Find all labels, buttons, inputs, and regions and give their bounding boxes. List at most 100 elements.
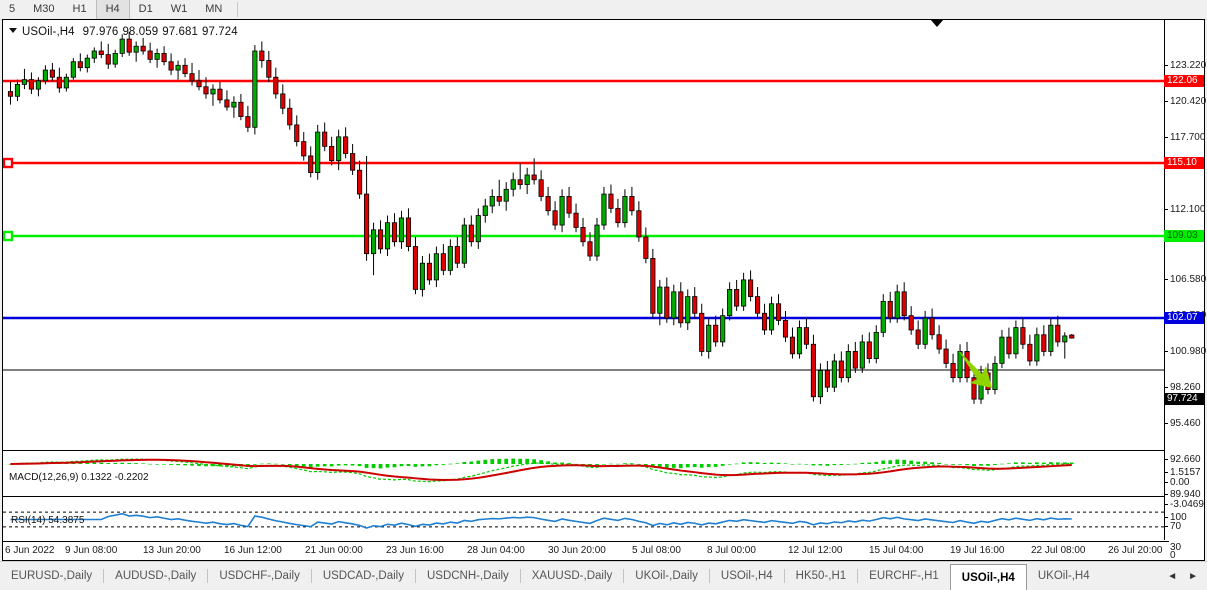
- symbol-tab-ukoilh4[interactable]: UKOil-,H4: [1037, 570, 1090, 582]
- macd-histogram-bar: [148, 463, 152, 465]
- candle: [943, 339, 949, 369]
- price-line-handle-resistance-2[interactable]: [3, 157, 14, 169]
- macd-histogram-bar: [993, 464, 997, 466]
- macd-histogram-bar: [280, 464, 285, 465]
- candle: [775, 294, 782, 326]
- macd-histogram-bar: [511, 458, 516, 464]
- macd-histogram-bar: [525, 458, 530, 464]
- macd-histogram-bar: [190, 464, 194, 466]
- candle: [643, 227, 649, 264]
- symbol-tab-audusddaily[interactable]: AUDUSD-,Daily: [115, 570, 197, 582]
- macd-histogram-bar: [176, 464, 180, 466]
- candle: [510, 172, 516, 197]
- price-line-label-resistance-1[interactable]: 122.06: [1164, 75, 1204, 87]
- chevron-down-icon[interactable]: [9, 28, 17, 33]
- price-line-label-support-1[interactable]: 109.03: [1164, 230, 1204, 242]
- candle: [908, 306, 914, 335]
- symbol-tab-usdchfdaily[interactable]: USDCHF-,Daily: [219, 570, 300, 582]
- symbol-tab-ukoildaily[interactable]: UKOil-,Daily: [635, 570, 698, 582]
- macd-indicator-pane[interactable]: [3, 450, 1169, 496]
- axis-tick-label: 1.5157: [1170, 467, 1201, 478]
- candle: [84, 54, 90, 73]
- timeframe-w1[interactable]: W1: [170, 3, 188, 15]
- macd-histogram-bar: [64, 463, 69, 465]
- candle: [63, 73, 69, 92]
- axis-tick-label: 100.980: [1170, 346, 1207, 357]
- candle: [915, 320, 921, 350]
- candle: [384, 215, 391, 257]
- candle: [573, 203, 579, 233]
- candle: [447, 239, 453, 276]
- macd-line: [10, 458, 1072, 483]
- candle: [14, 79, 21, 102]
- time-axis-label: 16 Jun 12:00: [224, 545, 282, 556]
- price-line-handle-support-1[interactable]: [3, 230, 14, 242]
- candle: [329, 136, 335, 166]
- timeframe-d1[interactable]: D1: [138, 3, 153, 15]
- symbol-tab-usoilh4[interactable]: USOil-,H4: [949, 564, 1027, 590]
- price-scale[interactable]: 123.220120.420117.700112.100106.580103.7…: [1164, 20, 1207, 561]
- price-line-label-support-2[interactable]: 102.07: [1164, 312, 1204, 324]
- axis-tick-label: 89.940: [1170, 489, 1201, 500]
- candle: [887, 291, 893, 323]
- symbol-tab-usdcaddaily[interactable]: USDCAD-,Daily: [322, 570, 404, 582]
- macd-histogram-bar: [155, 464, 159, 465]
- macd-histogram-bar: [532, 459, 537, 464]
- candle: [678, 282, 684, 328]
- tab-scroll-right-icon[interactable]: ►: [1188, 570, 1198, 582]
- macd-histogram-bar: [308, 464, 313, 468]
- candle: [1034, 327, 1040, 366]
- candle: [699, 303, 705, 357]
- candle: [391, 213, 398, 247]
- tab-separator: [708, 569, 710, 583]
- macd-caption: MACD(12,26,9) 0.1322 -0.2202: [9, 472, 149, 483]
- candle: [566, 186, 572, 218]
- candle: [482, 198, 488, 223]
- rsi-indicator-pane[interactable]: [3, 496, 1169, 542]
- candle: [42, 65, 48, 85]
- price-line-label-resistance-2[interactable]: 115.10: [1164, 157, 1204, 169]
- macd-histogram-bar: [476, 460, 481, 464]
- tab-separator: [207, 569, 209, 583]
- time-axis-label: 21 Jun 00:00: [305, 545, 363, 556]
- axis-tick-mark: [1164, 459, 1168, 460]
- symbol-tab-hk50h1[interactable]: HK50-,H1: [795, 570, 847, 582]
- tab-separator: [519, 569, 521, 583]
- down-right-arrow-annotation[interactable]: [956, 348, 996, 393]
- chart-area[interactable]: MACD(12,26,9) 0.1322 -0.2202 RSI(14) 54.…: [2, 19, 1207, 561]
- symbol-tab-eurusddaily[interactable]: EURUSD-,Daily: [11, 570, 93, 582]
- macd-histogram-bar: [637, 463, 641, 465]
- timeframe-mn[interactable]: MN: [205, 3, 223, 15]
- symbol-tab-eurchfh1[interactable]: EURCHF-,H1: [869, 570, 939, 582]
- macd-histogram-bar: [427, 464, 432, 467]
- timeframe-h4[interactable]: H4: [95, 0, 130, 19]
- timeframe-5[interactable]: 5: [9, 3, 16, 15]
- symbol-tab-usoilh4[interactable]: USOil-,H4: [720, 570, 773, 582]
- axis-tick-label: 100: [1170, 512, 1187, 523]
- macd-histogram-bar: [657, 464, 662, 468]
- tab-scroll-left-icon[interactable]: ◄: [1167, 570, 1178, 582]
- timeframe-h1[interactable]: H1: [72, 3, 87, 15]
- candle: [1013, 320, 1019, 359]
- candle: [580, 217, 586, 247]
- axis-tick-mark: [1164, 423, 1168, 424]
- symbol-tab-xauusddaily[interactable]: XAUUSD-,Daily: [531, 570, 613, 582]
- axis-tick-mark: [1164, 526, 1168, 527]
- macd-histogram-bar: [1048, 462, 1053, 464]
- timeframe-m30[interactable]: M30: [33, 3, 55, 15]
- macd-histogram-bar: [1055, 462, 1060, 464]
- axis-tick-mark: [1164, 504, 1168, 505]
- candle: [273, 67, 279, 99]
- price-chart-pane[interactable]: [3, 20, 1169, 448]
- candle: [845, 344, 851, 383]
- tab-separator: [623, 569, 625, 583]
- candle: [1041, 325, 1047, 357]
- symbol-tab-usdcnhdaily[interactable]: USDCNH-,Daily: [426, 570, 509, 582]
- candle: [650, 248, 656, 319]
- tab-separator: [103, 569, 105, 583]
- macd-histogram-bar: [825, 464, 830, 466]
- macd-histogram-bar: [678, 464, 683, 469]
- candle: [636, 201, 642, 242]
- macd-histogram-bar: [301, 464, 306, 467]
- macd-histogram-bar: [790, 464, 795, 465]
